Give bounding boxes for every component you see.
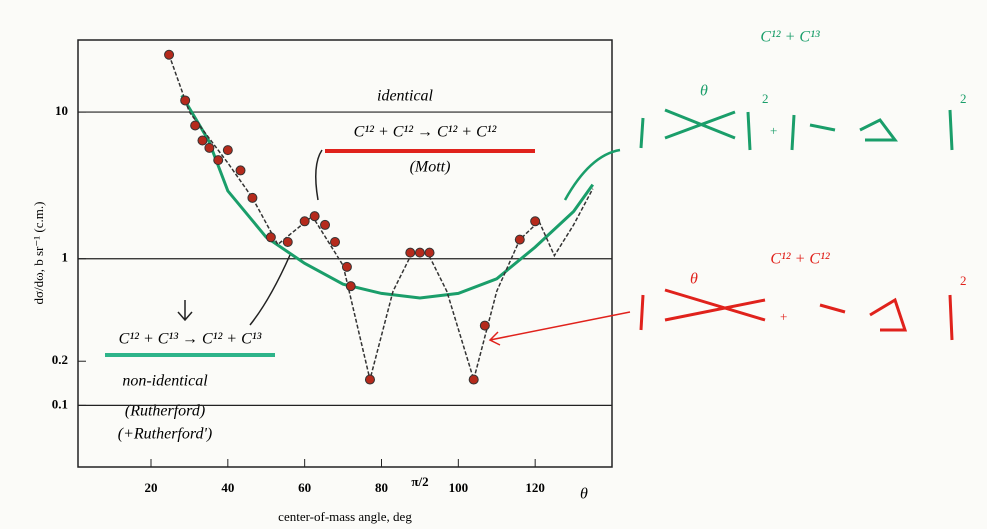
data-point — [283, 238, 292, 247]
data-point — [310, 212, 319, 221]
annotation: 2 — [762, 91, 769, 106]
annotation: non-identical — [122, 373, 208, 390]
data-point — [300, 217, 309, 226]
data-point — [248, 193, 257, 202]
data-point — [515, 235, 524, 244]
data-point — [346, 282, 355, 291]
data-point — [469, 375, 478, 384]
data-point — [425, 248, 434, 257]
background — [0, 0, 987, 529]
annotation: θ — [690, 271, 698, 288]
annotation: (Mott) — [410, 159, 451, 176]
data-point — [223, 146, 232, 155]
annotation: (+Rutherford') — [118, 426, 213, 443]
data-point — [181, 96, 190, 105]
data-point — [191, 121, 200, 130]
x-tick-label: 100 — [449, 480, 469, 495]
data-point — [198, 136, 207, 145]
data-point — [531, 217, 540, 226]
annotation: C¹² + C¹² → C¹² + C¹² — [354, 124, 498, 141]
data-point — [165, 50, 174, 59]
x-tick-label: 80 — [375, 480, 388, 495]
y-tick-label: 0.1 — [52, 396, 68, 411]
annotation: C¹² + C¹² — [770, 251, 831, 268]
data-point — [331, 238, 340, 247]
chart: dσ/dω, b sr⁻¹ (c.m.) center-of-mass angl… — [0, 0, 987, 529]
annotation: identical — [377, 88, 434, 105]
data-point — [365, 375, 374, 384]
data-point — [205, 143, 214, 152]
y-tick-label: 1 — [62, 250, 69, 265]
y-axis-label: dσ/dω, b sr⁻¹ (c.m.) — [31, 202, 46, 305]
annotation: 2 — [960, 273, 967, 288]
data-point — [480, 321, 489, 330]
data-point — [415, 248, 424, 257]
data-point — [266, 233, 275, 242]
data-point — [406, 248, 415, 257]
annotation: θ — [580, 486, 588, 503]
page: dσ/dω, b sr⁻¹ (c.m.) center-of-mass angl… — [0, 0, 987, 529]
data-point — [236, 166, 245, 175]
data-point — [342, 262, 351, 271]
data-point — [214, 156, 223, 165]
x-tick-label: 120 — [525, 480, 545, 495]
x-tick-label: 20 — [144, 480, 157, 495]
x-axis-label: center-of-mass angle, deg — [278, 509, 412, 524]
data-point — [321, 220, 330, 229]
y-tick-label: 10 — [55, 103, 68, 118]
annotation: C¹² + C¹³ — [760, 29, 820, 46]
annotation: C¹² + C¹³ → C¹² + C¹³ — [119, 331, 262, 348]
annotation: + — [780, 309, 787, 324]
y-tick-label: 0.2 — [52, 352, 68, 367]
annotation: θ — [700, 83, 708, 100]
annotation: + — [770, 123, 777, 138]
annotation: π/2 — [411, 474, 428, 489]
annotation: 2 — [960, 91, 967, 106]
x-tick-label: 40 — [221, 480, 234, 495]
x-tick-label: 60 — [298, 480, 311, 495]
